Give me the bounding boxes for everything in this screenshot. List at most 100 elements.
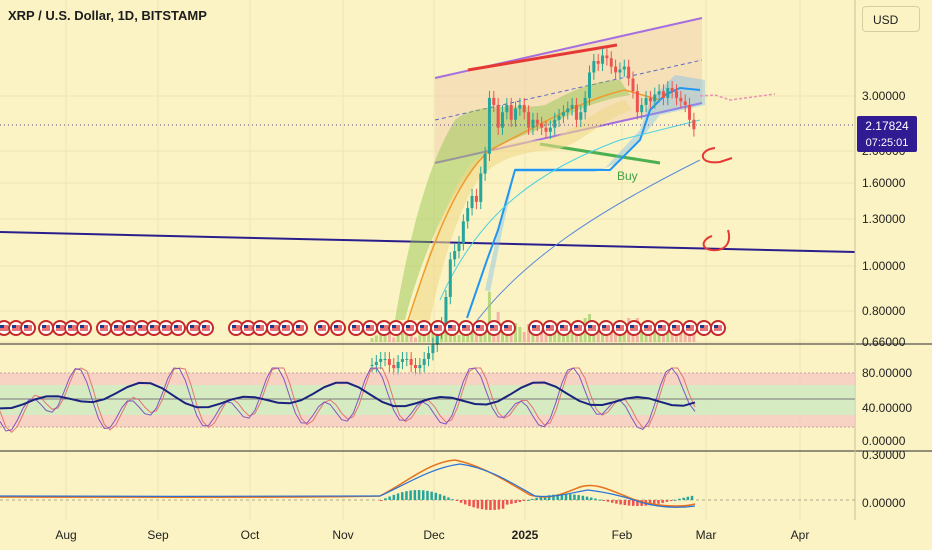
volume-bar: [553, 328, 557, 342]
macd-bar: [623, 500, 627, 506]
candle-body: [570, 104, 574, 109]
economic-event-icon[interactable]: [170, 320, 186, 336]
economic-event-icon[interactable]: [556, 320, 572, 336]
candle-body: [683, 101, 687, 105]
time-tick-label: Aug: [55, 528, 76, 542]
volume-bar: [379, 333, 383, 342]
macd-bar: [413, 490, 417, 500]
candle-body: [422, 358, 426, 366]
macd-bar: [443, 495, 446, 500]
economic-event-icon[interactable]: [626, 320, 642, 336]
volume-bar: [570, 333, 574, 342]
candle-body: [374, 361, 378, 366]
macd-bar: [674, 499, 677, 501]
economic-event-icon[interactable]: [362, 320, 378, 336]
candle-body: [383, 358, 387, 360]
economic-event-icon[interactable]: [500, 320, 516, 336]
macd-bar: [522, 500, 526, 501]
macd-bar: [665, 500, 669, 502]
volume-bar: [392, 337, 396, 342]
volume-bar: [522, 332, 526, 342]
economic-event-icon[interactable]: [314, 320, 330, 336]
stochastic-pane: [0, 367, 855, 433]
economic-event-icon[interactable]: [146, 320, 162, 336]
economic-event-icon[interactable]: [682, 320, 698, 336]
economic-event-icon[interactable]: [640, 320, 656, 336]
candle-body: [561, 112, 565, 116]
economic-event-icon[interactable]: [76, 320, 92, 336]
chart-title: XRP / U.S. Dollar, 1D, BITSTAMP: [8, 8, 207, 23]
candle-body: [474, 195, 478, 202]
economic-event-icon[interactable]: [252, 320, 268, 336]
economic-event-icon[interactable]: [570, 320, 586, 336]
economic-event-icon[interactable]: [528, 320, 544, 336]
economic-event-icon[interactable]: [598, 320, 614, 336]
trend-line: [0, 231, 856, 253]
economic-event-icon[interactable]: [228, 320, 244, 336]
candle-body: [405, 358, 409, 360]
economic-event-icon[interactable]: [20, 320, 36, 336]
stoch-band-lower: [0, 415, 855, 427]
last-price-value: 2.17824: [865, 119, 909, 133]
volume-bar: [518, 327, 522, 342]
economic-event-icon[interactable]: [542, 320, 558, 336]
economic-event-icon[interactable]: [472, 320, 488, 336]
candle-body: [431, 344, 435, 354]
event-icons: [0, 320, 726, 336]
economic-event-icon[interactable]: [654, 320, 670, 336]
macd-bar: [669, 500, 673, 501]
candle-body: [535, 119, 539, 124]
economic-event-icon[interactable]: [96, 320, 112, 336]
volume-bar: [400, 333, 404, 342]
candle-body: [653, 94, 657, 102]
economic-event-icon[interactable]: [612, 320, 628, 336]
macd-bar: [409, 490, 412, 500]
economic-event-icon[interactable]: [122, 320, 138, 336]
stoch-tick-label: 80.00000: [862, 366, 912, 380]
economic-event-icon[interactable]: [458, 320, 474, 336]
economic-event-icon[interactable]: [696, 320, 712, 336]
economic-event-icon[interactable]: [292, 320, 308, 336]
candle-body: [583, 97, 587, 113]
candle-body: [409, 358, 413, 366]
economic-event-icon[interactable]: [444, 320, 460, 336]
currency-button[interactable]: USD: [862, 6, 920, 32]
economic-event-icon[interactable]: [64, 320, 80, 336]
macd-bar: [392, 494, 396, 500]
candle-body: [470, 195, 474, 209]
economic-event-icon[interactable]: [584, 320, 600, 336]
economic-event-icon[interactable]: [388, 320, 404, 336]
economic-event-icon[interactable]: [416, 320, 432, 336]
economic-event-icon[interactable]: [38, 320, 54, 336]
candle-body: [661, 91, 665, 98]
time-tick-label: Oct: [241, 528, 260, 542]
candle-body: [548, 127, 552, 132]
price-tick-label: 3.00000: [862, 89, 906, 103]
economic-event-icon[interactable]: [486, 320, 502, 336]
economic-event-icon[interactable]: [198, 320, 214, 336]
time-tick-label: Apr: [791, 528, 810, 542]
volume-bar: [422, 332, 426, 342]
candle-body: [635, 91, 639, 113]
macd-bar: [510, 500, 513, 504]
economic-event-icon[interactable]: [330, 320, 346, 336]
volume-bar: [514, 323, 518, 342]
resistance-line: [467, 43, 618, 72]
economic-event-icon[interactable]: [348, 320, 364, 336]
candle-body: [566, 108, 570, 113]
candle-body: [609, 58, 613, 67]
economic-event-icon[interactable]: [430, 320, 446, 336]
macd-bar: [384, 498, 387, 500]
economic-event-icon[interactable]: [278, 320, 294, 336]
candle-body: [387, 358, 391, 366]
volume-bar: [609, 329, 613, 342]
economic-event-icon[interactable]: [402, 320, 418, 336]
volume-bar: [557, 329, 561, 342]
time-axis[interactable]: Aug Sep Oct Nov Dec 2025 Feb Mar Apr: [55, 528, 809, 542]
economic-event-icon[interactable]: [668, 320, 684, 336]
candle-body: [370, 365, 374, 367]
economic-event-icon[interactable]: [710, 320, 726, 336]
volume-bar: [387, 328, 391, 342]
macd-bar: [459, 500, 463, 503]
